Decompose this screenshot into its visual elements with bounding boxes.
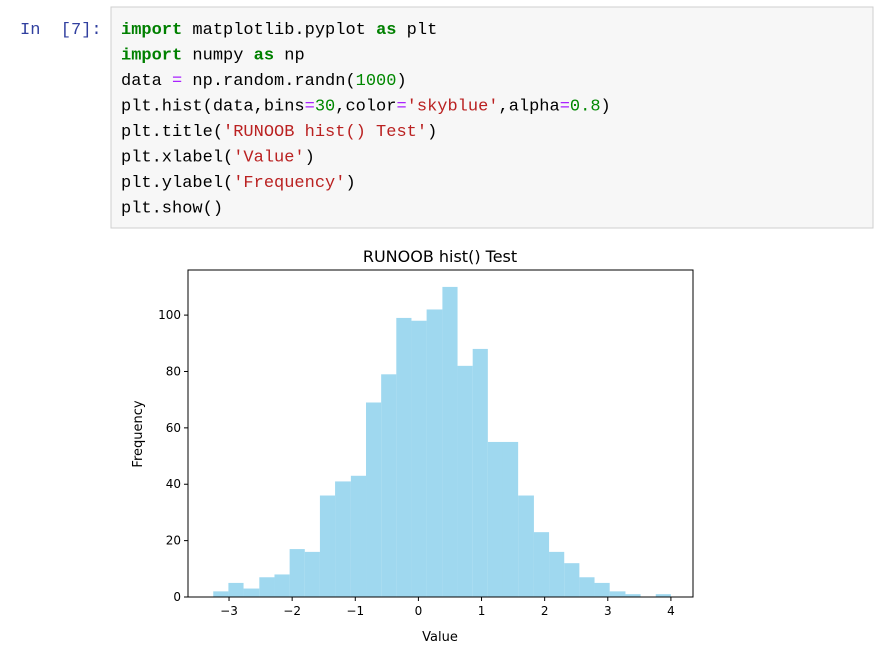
bar	[564, 563, 580, 597]
code-token: ,alpha	[499, 98, 560, 117]
code-token: ,color	[335, 98, 396, 117]
code-token: 30	[315, 98, 335, 117]
code-token: 'RUNOOB hist() Test'	[223, 123, 427, 142]
code-line: import matplotlib.pyplot as plt	[121, 21, 437, 40]
bar	[304, 551, 320, 597]
chart-title: RUNOOB hist() Test	[363, 247, 517, 266]
code-token: matplotlib.pyplot	[182, 21, 376, 40]
code-token: )	[601, 98, 611, 117]
code-line: plt.xlabel('Value')	[121, 149, 315, 168]
code-line: plt.ylabel('Frequency')	[121, 174, 356, 193]
bar	[319, 495, 336, 597]
bar	[655, 594, 671, 597]
y-tick-label: 40	[166, 477, 181, 491]
bar	[609, 591, 626, 597]
x-tick-label: −2	[283, 604, 301, 618]
bar	[243, 588, 260, 597]
bar	[594, 582, 610, 597]
code-cell[interactable]	[110, 6, 874, 229]
code-line: plt.title('RUNOOB hist() Test')	[121, 123, 437, 142]
bar	[625, 594, 641, 597]
plot-frame	[187, 269, 694, 598]
code-line: plt.hist(data,bins=30,color='skyblue',al…	[121, 98, 611, 117]
code-token: import	[121, 21, 182, 40]
code-token: =	[560, 98, 570, 117]
bar	[274, 574, 290, 597]
code-token: plt.xlabel(	[121, 149, 233, 168]
code-token: plt.ylabel(	[121, 174, 233, 193]
code-token: =	[305, 98, 315, 117]
bar	[350, 475, 367, 597]
code-token: data	[121, 72, 172, 91]
code-token: plt.hist(data,bins	[121, 98, 305, 117]
bar	[457, 365, 473, 597]
code-token: 'Value'	[233, 149, 304, 168]
x-tick-label: −1	[346, 604, 364, 618]
code-token: as	[376, 21, 396, 40]
bar	[442, 286, 458, 597]
bar	[366, 402, 382, 597]
bar	[579, 577, 595, 597]
bar	[411, 320, 427, 597]
bar	[396, 317, 412, 597]
code-token: as	[254, 47, 274, 66]
bar	[381, 374, 397, 597]
y-tick-label: 100	[158, 308, 181, 322]
code-token: 1000	[356, 72, 397, 91]
y-tick-label: 80	[166, 364, 181, 378]
code-line: data = np.random.randn(1000)	[121, 72, 407, 91]
code-line: import numpy as np	[121, 47, 305, 66]
code-token: plt.show()	[121, 200, 223, 219]
x-tick-label: 4	[667, 604, 675, 618]
code-token: =	[396, 98, 406, 117]
code-token: import	[121, 47, 182, 66]
bar	[259, 577, 275, 597]
code-token: 'Frequency'	[233, 174, 345, 193]
code-token: 'skyblue'	[407, 98, 499, 117]
code-token: 0.8	[570, 98, 601, 117]
prompt: In [7]:	[20, 21, 102, 40]
x-tick-label: 2	[541, 604, 549, 618]
y-tick-label: 20	[166, 534, 181, 548]
code-line: plt.show()	[121, 200, 223, 219]
bar	[426, 309, 443, 597]
bar	[518, 495, 534, 597]
bar	[228, 582, 244, 597]
code-token: =	[172, 72, 182, 91]
y-axis-label: Frequency	[131, 400, 146, 467]
x-tick-label: −3	[220, 604, 238, 618]
code-token: )	[345, 174, 355, 193]
code-token: np	[274, 47, 305, 66]
code-token: numpy	[182, 47, 253, 66]
code-token: np.random.randn(	[182, 72, 355, 91]
x-tick-label: 3	[604, 604, 612, 618]
bar	[213, 591, 229, 597]
bar	[502, 441, 519, 597]
x-tick-label: 0	[415, 604, 423, 618]
code-token: plt	[396, 21, 437, 40]
code-token: )	[427, 123, 437, 142]
x-tick-label: 1	[478, 604, 486, 618]
bar	[472, 348, 488, 597]
bar	[487, 441, 503, 597]
y-tick-label: 60	[166, 421, 181, 435]
x-axis-label: Value	[422, 630, 458, 645]
y-tick-label: 0	[173, 590, 181, 604]
code-token: plt.title(	[121, 123, 223, 142]
code-token: )	[396, 72, 406, 91]
code-token: )	[305, 149, 315, 168]
bar	[549, 551, 565, 597]
bar	[335, 481, 351, 597]
bar	[289, 549, 305, 597]
bar	[533, 532, 550, 597]
chart: RUNOOB hist() Test Value Frequency −3 −2 −…	[131, 247, 694, 645]
